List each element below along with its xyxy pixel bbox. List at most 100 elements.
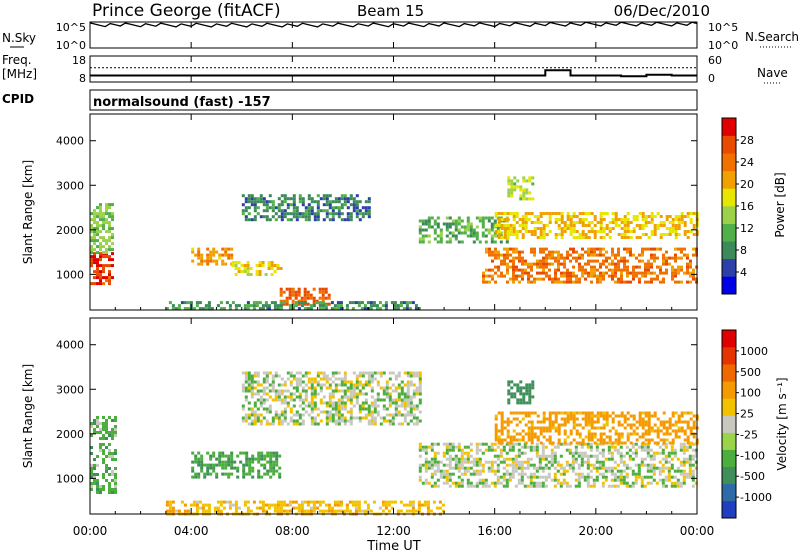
echo-cell	[544, 463, 548, 467]
echo-cell	[96, 416, 99, 419]
echo-cell	[448, 457, 452, 461]
echo-cell	[96, 239, 99, 243]
echo-cell	[310, 422, 314, 426]
echo-cell	[370, 404, 374, 408]
echo-cell	[647, 429, 651, 433]
echo-cell	[328, 206, 332, 210]
echo-cell	[487, 466, 491, 470]
echo-cell	[108, 282, 111, 286]
echo-cell	[241, 416, 245, 420]
echo-cell	[300, 304, 304, 308]
echo-cell	[417, 500, 421, 504]
echo-cell	[421, 228, 425, 232]
echo-cell	[566, 274, 569, 278]
echo-cell	[373, 410, 377, 414]
echo-cell	[490, 448, 494, 452]
echo-cell	[390, 301, 394, 305]
echo-cell	[245, 460, 249, 464]
echo-cell	[438, 500, 442, 504]
echo-cell	[656, 256, 659, 260]
colorbar-tick-label: 500	[740, 366, 761, 379]
beam-label: Beam 15	[357, 2, 424, 20]
echo-cell	[273, 264, 277, 267]
echo-cell	[541, 442, 545, 446]
echo-cell	[512, 259, 515, 263]
echo-cell	[403, 407, 407, 411]
echo-cell	[352, 200, 356, 204]
echo-cell	[685, 475, 689, 479]
echo-cell	[692, 426, 696, 430]
echo-cell	[336, 500, 340, 504]
echo-cell	[373, 401, 377, 405]
echo-cell	[622, 463, 626, 467]
echo-cell	[460, 466, 464, 470]
echo-cell	[523, 460, 527, 464]
echo-cell	[316, 212, 320, 216]
echo-cell	[500, 236, 504, 239]
echo-cell	[280, 392, 284, 396]
echo-cell	[536, 277, 539, 281]
echo-cell	[613, 475, 617, 479]
echo-cell	[521, 250, 524, 254]
freq-label-2: [MHz]	[2, 67, 37, 81]
echo-cell	[324, 290, 328, 294]
echo-cell	[349, 212, 353, 216]
echo-cell	[481, 478, 485, 482]
echo-cell	[658, 460, 662, 464]
echo-cell	[171, 509, 175, 513]
echo-cell	[488, 280, 491, 284]
echo-cell	[230, 472, 234, 476]
echo-cell	[289, 212, 293, 216]
echo-cell	[643, 442, 647, 446]
echo-cell	[288, 290, 292, 294]
echo-cell	[661, 469, 665, 473]
echo-cell	[518, 274, 521, 278]
echo-cell	[668, 215, 672, 218]
echo-cell	[432, 500, 436, 504]
echo-cell	[643, 463, 647, 467]
echo-cell	[689, 265, 692, 269]
echo-cell	[278, 466, 282, 470]
echo-cell	[265, 206, 269, 210]
echo-cell	[550, 451, 554, 455]
echo-cell	[295, 413, 299, 417]
echo-cell	[288, 503, 292, 507]
echo-cell	[370, 413, 374, 417]
echo-cell	[264, 509, 268, 513]
echo-cell	[355, 374, 359, 378]
echo-cell	[408, 500, 412, 504]
echo-cell	[590, 414, 594, 418]
echo-cell	[671, 411, 675, 415]
echo-cell	[682, 475, 686, 479]
echo-cell	[596, 411, 600, 415]
echo-cell	[590, 426, 594, 430]
echo-cell	[656, 435, 660, 439]
echo-cell	[554, 274, 557, 278]
echo-cell	[691, 472, 695, 476]
echo-cell	[502, 472, 506, 476]
echo-cell	[650, 218, 654, 221]
echo-cell	[260, 457, 264, 461]
echo-cell	[259, 413, 263, 417]
echo-cell	[584, 236, 588, 239]
echo-cell	[509, 438, 513, 442]
echo-cell	[267, 307, 271, 311]
echo-cell	[623, 224, 627, 227]
echo-cell	[578, 441, 582, 445]
echo-cell	[337, 371, 341, 375]
echo-cell	[484, 481, 488, 485]
echo-cell	[637, 469, 641, 473]
echo-cell	[227, 454, 231, 458]
echo-cell	[312, 503, 316, 507]
echo-cell	[439, 472, 443, 476]
echo-cell	[599, 438, 603, 442]
echo-cell	[337, 419, 341, 423]
echo-cell	[415, 374, 419, 378]
echo-cell	[668, 256, 671, 260]
echo-cell	[406, 383, 410, 387]
echo-cell	[532, 463, 536, 467]
echo-cell	[674, 423, 678, 427]
echo-cell	[445, 478, 449, 482]
echo-cell	[352, 206, 356, 210]
echo-cell	[285, 287, 289, 291]
